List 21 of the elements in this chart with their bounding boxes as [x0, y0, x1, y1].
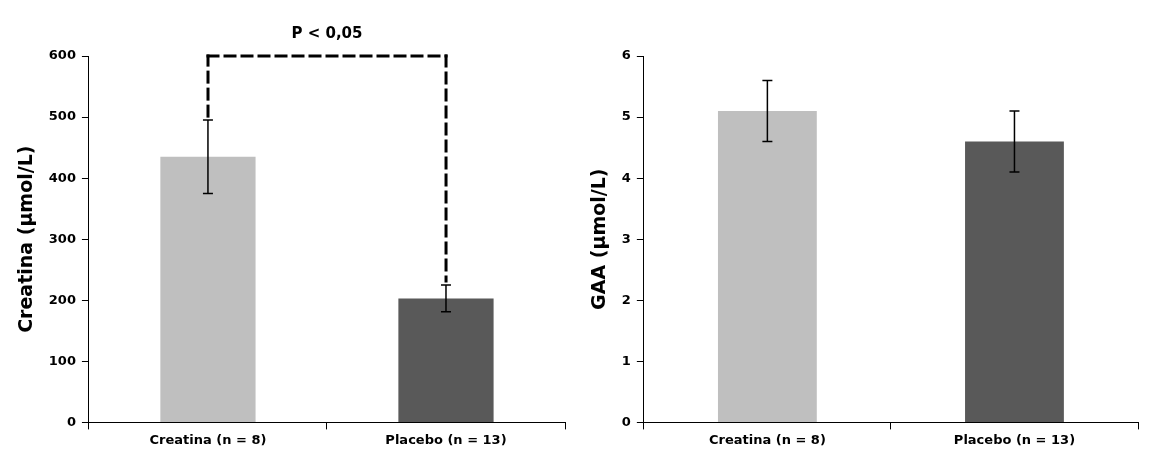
y-tick-label: 400	[48, 169, 76, 185]
y-tick-label: 6	[621, 47, 631, 63]
x-tick-label: Placebo (n = 13)	[385, 431, 507, 447]
y-tick-label: 100	[48, 352, 76, 368]
x-tick-label: Placebo (n = 13)	[953, 431, 1076, 447]
y-tick-label: 1	[621, 352, 631, 368]
y-tick-label: 600	[48, 47, 76, 63]
y-axis-title: Creatina (µmol/L)	[14, 145, 37, 333]
y-tick-label: 5	[621, 108, 631, 124]
x-tick-label: Creatina (n = 8)	[149, 431, 267, 447]
text: P < 0,05	[291, 24, 363, 43]
y-tick-label: 2	[621, 291, 631, 307]
y-tick-label: 4	[621, 169, 631, 185]
y-tick-label: 500	[48, 108, 76, 124]
y-axis-title: GAA (µmol/L)	[587, 168, 610, 310]
y-tick-label: 0	[621, 413, 631, 429]
y-tick-label: 200	[48, 291, 76, 307]
y-tick-label: 0	[66, 413, 76, 429]
y-tick-label: 300	[48, 230, 76, 246]
x-tick-label: Creatina (n = 8)	[708, 431, 826, 447]
y-tick-label: 3	[621, 230, 631, 246]
